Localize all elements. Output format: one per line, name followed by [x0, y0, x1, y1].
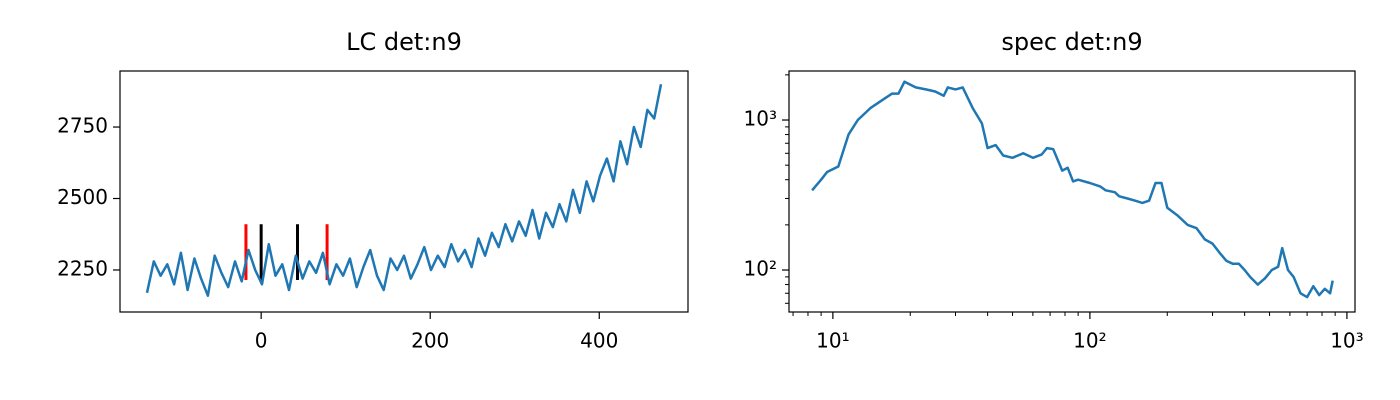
y-tick-label: 2250 — [57, 256, 108, 280]
axes-frame — [788, 70, 1356, 313]
x-tick-label: 0 — [255, 329, 268, 353]
y-tick-label: 10³ — [744, 107, 777, 131]
data-line — [811, 80, 1334, 299]
data-line — [145, 83, 663, 297]
axes-frame — [119, 70, 689, 313]
x-tick-label: 10¹ — [816, 329, 849, 353]
y-tick-label: 2500 — [57, 185, 108, 209]
x-tick-label: 400 — [580, 329, 618, 353]
y-tick-label: 10² — [744, 257, 777, 281]
y-tick-label: 2750 — [57, 114, 108, 138]
x-tick-label: 200 — [411, 329, 449, 353]
chart-title: spec det:n9 — [1001, 28, 1142, 56]
x-tick-label: 10² — [1073, 329, 1106, 353]
x-tick-label: 10³ — [1330, 329, 1363, 353]
chart-title: LC det:n9 — [346, 28, 462, 56]
